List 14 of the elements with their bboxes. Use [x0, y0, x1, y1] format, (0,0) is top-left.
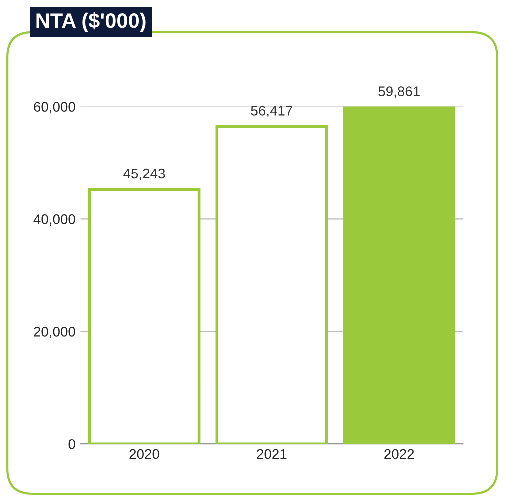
x-tick-label: 2022 [384, 449, 414, 460]
chart-title: NTA ($'000) [36, 12, 146, 32]
y-tick-label: 40,000 [34, 214, 76, 226]
x-tick-label: 2021 [257, 449, 287, 460]
bar [88, 188, 201, 444]
data-label: 59,861 [378, 86, 420, 98]
data-label: 56,417 [251, 106, 292, 118]
data-label: 45,243 [124, 168, 166, 180]
bar [343, 106, 456, 444]
bar [216, 126, 328, 444]
y-tick-label: 60,000 [34, 102, 76, 114]
x-tick-label: 2020 [130, 449, 160, 460]
y-tick-label: 20,000 [34, 327, 76, 338]
y-tick-label: 0 [68, 439, 76, 450]
